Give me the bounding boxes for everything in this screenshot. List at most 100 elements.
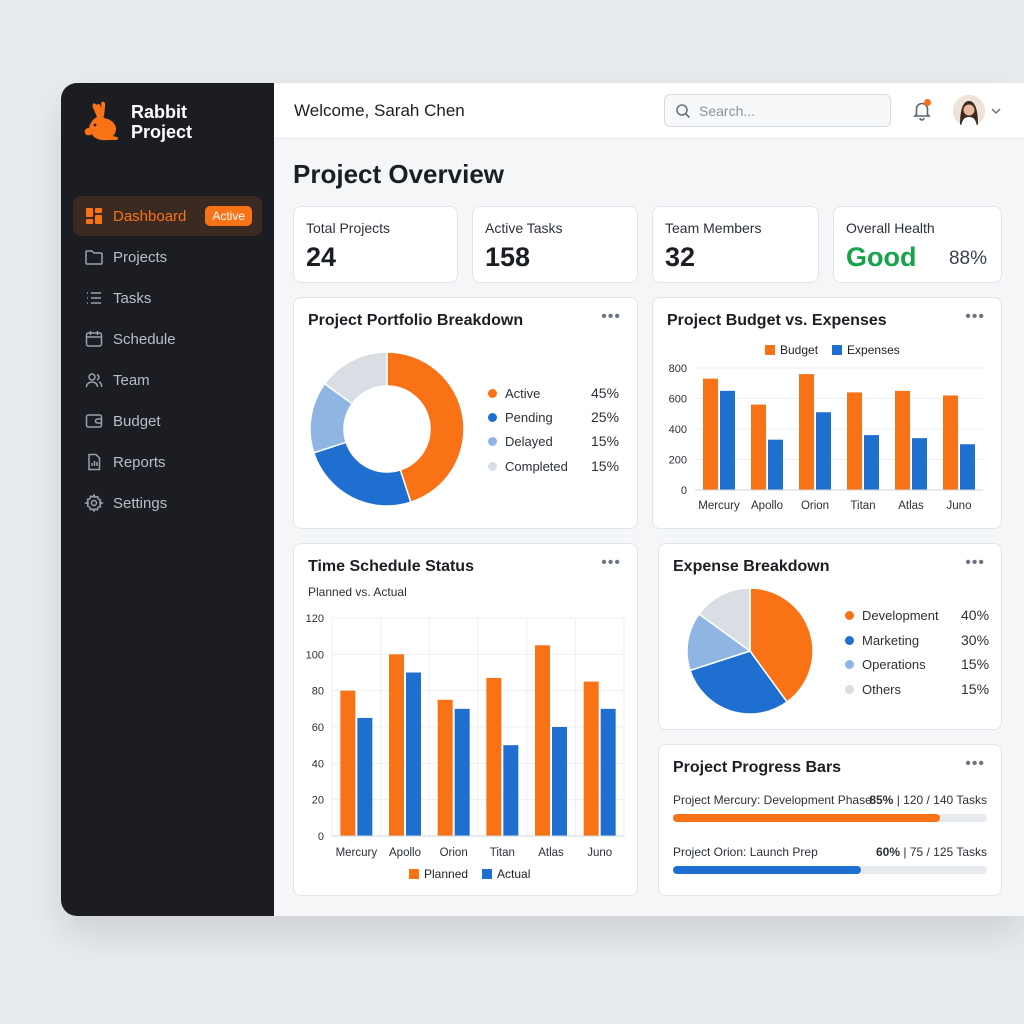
legend-swatch xyxy=(488,462,497,471)
legend-item: Development xyxy=(845,608,939,623)
page-title: Project Overview xyxy=(293,159,504,189)
sidebar-item-team[interactable]: Team xyxy=(73,360,262,400)
progress-percent: 85% xyxy=(869,793,894,807)
schedule-bar-planned-mercury xyxy=(340,690,356,836)
expense-card: Expense Breakdown ••• Development 40% Ma… xyxy=(658,543,1002,730)
chart-subtitle: Planned vs. Actual xyxy=(308,585,407,599)
legend-label: Completed xyxy=(505,459,568,474)
sidebar-item-settings[interactable]: Settings xyxy=(73,483,262,523)
legend-label: Development xyxy=(862,608,939,623)
progress-fill xyxy=(673,814,940,822)
more-options-icon[interactable]: ••• xyxy=(965,308,985,325)
stat-label: Team Members xyxy=(665,220,762,236)
y-tick-label: 400 xyxy=(669,424,687,436)
budget-bar-budget-orion xyxy=(799,374,814,490)
more-options-icon[interactable]: ••• xyxy=(965,755,985,772)
legend-label: Actual xyxy=(497,867,531,881)
legend-value: 30% xyxy=(961,632,990,648)
chevron-down-icon[interactable] xyxy=(990,105,1002,117)
sidebar-item-schedule[interactable]: Schedule xyxy=(73,319,262,359)
legend-item: Others xyxy=(845,682,901,697)
legend-swatch xyxy=(409,869,419,879)
sidebar-item-tasks[interactable]: Tasks xyxy=(73,278,262,318)
budget-bar-expenses-mercury xyxy=(720,390,735,490)
stat-team-members[interactable]: Team Members 32 xyxy=(652,206,819,283)
portfolio-slice-completed xyxy=(323,351,388,405)
progress-track xyxy=(673,814,987,822)
welcome-message: Welcome, Sarah Chen xyxy=(294,101,465,121)
more-options-icon[interactable]: ••• xyxy=(601,308,621,325)
brand-line2: Project xyxy=(131,122,193,142)
legend-swatch xyxy=(488,389,497,398)
gear-icon xyxy=(84,493,104,513)
sidebar-nav: Dashboard Active Projects Tasks Schedul xyxy=(73,196,262,524)
card-title: Project Budget vs. Expenses xyxy=(667,312,887,329)
sidebar-item-budget[interactable]: Budget xyxy=(73,401,262,441)
schedule-bar-planned-orion xyxy=(437,699,453,836)
welcome-prefix: Welcome, xyxy=(294,101,370,120)
legend-label: Delayed xyxy=(505,434,553,449)
sidebar-item-label: Budget xyxy=(113,412,161,430)
sidebar-item-label: Settings xyxy=(113,494,168,512)
x-tick-label: Apollo xyxy=(389,847,421,859)
legend-label: Expenses xyxy=(847,343,900,357)
stat-overall-health[interactable]: Overall Health Good 88% xyxy=(833,206,1002,283)
schedule-bar-actual-orion xyxy=(454,708,470,836)
legend-swatch xyxy=(482,869,493,879)
legend-label: Operations xyxy=(862,657,926,672)
stat-value: 24 xyxy=(306,242,337,272)
expense-slice-development xyxy=(749,587,814,704)
budget-bar-budget-juno xyxy=(943,395,958,490)
sidebar-item-dashboard[interactable]: Dashboard Active xyxy=(73,196,262,236)
legend-swatch xyxy=(845,685,854,694)
stat-total-projects[interactable]: Total Projects 24 xyxy=(293,206,458,283)
app-window: Rabbit Project Dashboard Active Projects xyxy=(61,83,1024,916)
x-tick-label: Mercury xyxy=(336,847,378,859)
y-tick-label: 0 xyxy=(681,485,687,497)
y-tick-label: 60 xyxy=(312,722,324,734)
x-tick-label: Juno xyxy=(947,500,972,512)
chart-legend: Planned Actual xyxy=(409,867,530,881)
report-icon xyxy=(84,452,104,472)
search-box[interactable]: Search... xyxy=(664,94,891,127)
x-tick-label: Atlas xyxy=(898,500,924,512)
brand[interactable]: Rabbit Project xyxy=(83,99,192,143)
budget-card: Project Budget vs. Expenses ••• Budget E… xyxy=(652,297,1002,529)
active-badge: Active xyxy=(205,206,252,226)
legend-value: 40% xyxy=(961,607,990,623)
legend-value: 15% xyxy=(961,656,990,672)
x-tick-label: Orion xyxy=(440,847,468,859)
sidebar-item-label: Projects xyxy=(113,248,168,266)
progress-stat: 85% | 120 / 140 Tasks xyxy=(869,793,987,807)
legend-swatch xyxy=(765,345,775,355)
budget-bar-expenses-atlas xyxy=(912,438,927,490)
dashboard-icon xyxy=(84,206,104,226)
team-icon xyxy=(84,370,104,390)
legend-label: Budget xyxy=(780,343,819,357)
more-options-icon[interactable]: ••• xyxy=(965,554,985,571)
legend-swatch xyxy=(845,660,854,669)
avatar[interactable] xyxy=(953,95,985,127)
legend-item: Delayed xyxy=(488,434,553,449)
budget-bar-budget-mercury xyxy=(703,378,718,490)
x-tick-label: Titan xyxy=(850,500,875,512)
health-percent: 88% xyxy=(948,248,987,269)
search-input[interactable]: Search... xyxy=(699,102,756,119)
wallet-icon xyxy=(84,411,104,431)
portfolio-slice-pending xyxy=(312,441,412,507)
stat-active-tasks[interactable]: Active Tasks 158 xyxy=(472,206,638,283)
sidebar-item-reports[interactable]: Reports xyxy=(73,442,262,482)
more-options-icon[interactable]: ••• xyxy=(601,554,621,571)
sidebar-item-projects[interactable]: Projects xyxy=(73,237,262,277)
schedule-bar-actual-titan xyxy=(503,745,519,836)
x-tick-label: Titan xyxy=(490,847,515,859)
card-title: Expense Breakdown xyxy=(673,558,830,575)
legend-item: Operations xyxy=(845,657,926,672)
y-tick-label: 100 xyxy=(306,649,324,661)
sidebar-item-label: Team xyxy=(113,371,150,389)
legend-label: Planned xyxy=(424,867,469,881)
legend-swatch xyxy=(845,611,854,620)
legend-swatch xyxy=(488,413,497,422)
y-tick-label: 200 xyxy=(669,455,687,467)
stat-label: Total Projects xyxy=(306,220,391,236)
